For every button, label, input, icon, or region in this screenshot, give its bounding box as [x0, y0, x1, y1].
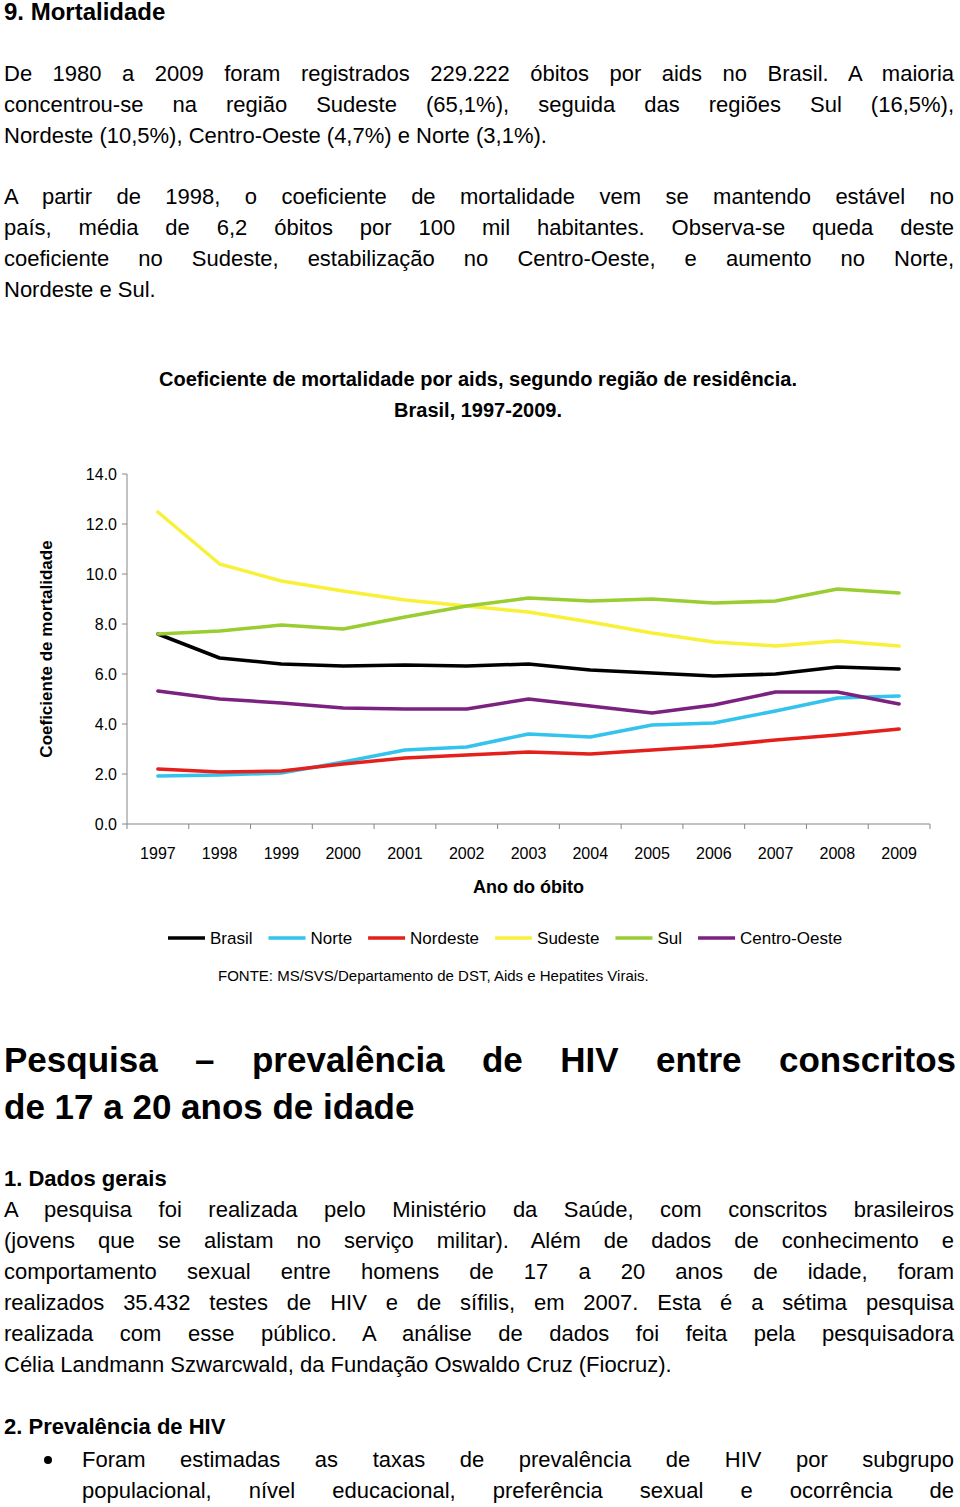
paragraph-line: Célia Landmann Szwarcwald, da Fundação O… — [4, 1352, 954, 1378]
y-tick-label: 12.0 — [86, 516, 117, 533]
x-band-tick — [930, 824, 931, 829]
y-tick — [122, 824, 127, 825]
bullet-line: Foram estimadas as taxas de prevalência … — [82, 1447, 954, 1473]
legend-swatch — [495, 936, 532, 940]
y-tick-label: 2.0 — [95, 766, 117, 783]
section-heading: 9. Mortalidade — [4, 0, 165, 26]
x-band-tick — [435, 824, 436, 829]
survey-title-line: Pesquisa – prevalência de HIV entre cons… — [4, 1040, 956, 1079]
chart-source: FONTE: MS/SVS/Departamento de DST, Aids … — [218, 966, 649, 985]
legend-label: Brasil — [210, 929, 253, 948]
legend-swatch — [615, 936, 652, 940]
paragraph-line: realizada com esse público. A análise de… — [4, 1321, 954, 1347]
series-line — [158, 589, 899, 634]
series-line — [158, 729, 899, 772]
x-band-tick — [806, 824, 807, 829]
series-line — [158, 634, 899, 676]
plot-area — [158, 512, 899, 776]
y-tick — [122, 724, 127, 725]
page: 9. Mortalidade De 1980 a 2009 foram regis… — [0, 0, 960, 1507]
x-tick-label: 2008 — [820, 845, 856, 862]
legend: Brasil Norte Nordeste Sudeste Sul Centro-Oest… — [168, 929, 842, 948]
paragraph-line: realizados 35.432 testes de HIV e de síf… — [4, 1290, 954, 1316]
bullet-line: populacional, nível educacional, preferê… — [82, 1478, 954, 1504]
x-band-tick — [497, 824, 498, 829]
paragraph-line: A pesquisa foi realizada pelo Ministério… — [4, 1197, 954, 1223]
paragraph-line: comportamento sexual entre homens de 17 … — [4, 1259, 954, 1285]
y-tick-label: 0.0 — [95, 816, 117, 833]
legend-swatch — [168, 936, 205, 940]
x-tick-label: 2007 — [758, 845, 794, 862]
legend-label: Norte — [311, 929, 353, 948]
x-band-tick — [682, 824, 683, 829]
bullet-dot — [44, 1456, 52, 1464]
y-tick-label: 4.0 — [95, 716, 117, 733]
x-tick-label: 2000 — [325, 845, 361, 862]
series-line — [158, 512, 899, 646]
x-band-tick — [374, 824, 375, 829]
x-band-tick — [250, 824, 251, 829]
legend-swatch — [269, 936, 306, 940]
paragraph-line: coeficiente no Sudeste, estabilização no… — [4, 246, 954, 272]
paragraph-line: Nordeste (10,5%), Centro-Oeste (4,7%) e … — [4, 123, 954, 149]
x-band-tick — [559, 824, 560, 829]
x-tick-label: 2009 — [881, 845, 917, 862]
x-band-tick — [188, 824, 189, 829]
x-band-tick — [127, 824, 128, 829]
x-tick-label: 2004 — [572, 845, 608, 862]
y-tick — [122, 474, 127, 475]
x-band-tick — [312, 824, 313, 829]
x-tick-label: 2006 — [696, 845, 732, 862]
y-tick — [122, 624, 127, 625]
subsection-heading: 2. Prevalência de HIV — [4, 1414, 225, 1440]
legend-label: Nordeste — [410, 929, 479, 948]
y-tick — [122, 524, 127, 525]
y-tick-label: 6.0 — [95, 666, 117, 683]
x-band-tick — [744, 824, 745, 829]
survey-title-line: de 17 a 20 anos de idade — [4, 1087, 956, 1126]
series-line — [158, 691, 899, 713]
paragraph-line: país, média de 6,2 óbitos por 100 mil ha… — [4, 215, 954, 241]
paragraph-line: (jovens que se alistam no serviço milita… — [4, 1228, 954, 1254]
legend-label: Sudeste — [537, 929, 599, 948]
legend-label: Centro-Oeste — [740, 929, 842, 948]
y-tick — [122, 774, 127, 775]
x-tick-label: 2003 — [511, 845, 547, 862]
y-axis-line — [127, 474, 128, 824]
x-tick-label: 2002 — [449, 845, 485, 862]
legend-swatch — [368, 936, 405, 940]
y-axis-label: Coeficiente de mortalidade — [37, 540, 56, 757]
y-tick — [122, 674, 127, 675]
chart-title: Coeficiente de mortalidade por aids, seg… — [138, 364, 818, 426]
paragraph-line: concentrou-se na região Sudeste (65,1%),… — [4, 92, 954, 118]
x-band-tick — [868, 824, 869, 829]
paragraph-line: A partir de 1998, o coeficiente de morta… — [4, 184, 954, 210]
x-tick-label: 2005 — [634, 845, 670, 862]
series-line — [158, 696, 899, 776]
y-tick-label: 10.0 — [86, 566, 117, 583]
x-tick-label: 1998 — [202, 845, 238, 862]
x-axis-label: Ano do óbito — [473, 877, 584, 897]
subsection-heading: 1. Dados gerais — [4, 1166, 167, 1192]
x-axis-line — [127, 824, 930, 825]
chart: 0.0 2.0 4.0 6.0 8.0 10.0 12.0 14.0 1997 1998 1999 2… — [0, 0, 960, 1000]
legend-label: Sul — [657, 929, 682, 948]
x-tick-label: 2001 — [387, 845, 423, 862]
x-tick-label: 1999 — [264, 845, 300, 862]
legend-swatch — [698, 936, 735, 940]
x-band-tick — [621, 824, 622, 829]
x-tick-label: 1997 — [140, 845, 176, 862]
paragraph-line: Nordeste e Sul. — [4, 277, 954, 303]
paragraph-line: De 1980 a 2009 foram registrados 229.222… — [4, 61, 954, 87]
y-tick-label: 14.0 — [86, 466, 117, 483]
y-tick-label: 8.0 — [95, 616, 117, 633]
y-tick — [122, 574, 127, 575]
